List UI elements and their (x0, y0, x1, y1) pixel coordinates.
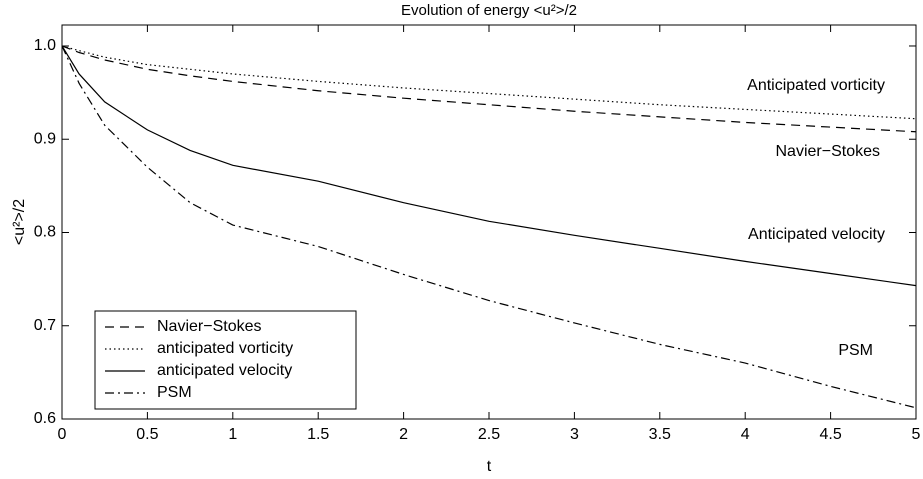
legend-label: PSM (157, 384, 192, 401)
y-tick-label: 0.9 (34, 130, 56, 147)
y-tick-label: 1.0 (34, 37, 56, 54)
series-line (61, 45, 917, 287)
y-axis-label: <u²>/2 (11, 199, 28, 245)
annotation: Anticipated velocity (748, 226, 885, 243)
x-tick-label: 3 (570, 426, 579, 443)
x-tick-label: 1 (228, 426, 237, 443)
x-tick-label: 4 (741, 426, 750, 443)
annotation: Navier−Stokes (776, 143, 881, 160)
x-tick-label: 1.5 (307, 426, 329, 443)
x-tick-label: 2 (399, 426, 408, 443)
series-line (61, 45, 917, 120)
legend-label: anticipated velocity (157, 362, 292, 379)
x-tick-label: 2.5 (478, 426, 500, 443)
annotation: PSM (838, 342, 873, 359)
series-line (61, 45, 917, 133)
x-tick-label: 3.5 (649, 426, 671, 443)
x-axis-label: t (487, 458, 492, 475)
series-line (61, 45, 917, 409)
legend-label: Navier−Stokes (157, 318, 262, 335)
x-tick-label: 0.5 (136, 426, 158, 443)
y-tick-label: 0.8 (34, 224, 56, 241)
y-tick-label: 0.6 (34, 410, 56, 427)
x-tick-label: 5 (912, 426, 921, 443)
legend-label: anticipated vorticity (157, 340, 293, 357)
chart-title: Evolution of energy <u²>/2 (401, 2, 577, 19)
y-tick-label: 0.7 (34, 317, 56, 334)
x-tick-label: 0 (58, 426, 67, 443)
x-tick-label: 4.5 (819, 426, 841, 443)
annotation: Anticipated vorticity (747, 77, 885, 94)
